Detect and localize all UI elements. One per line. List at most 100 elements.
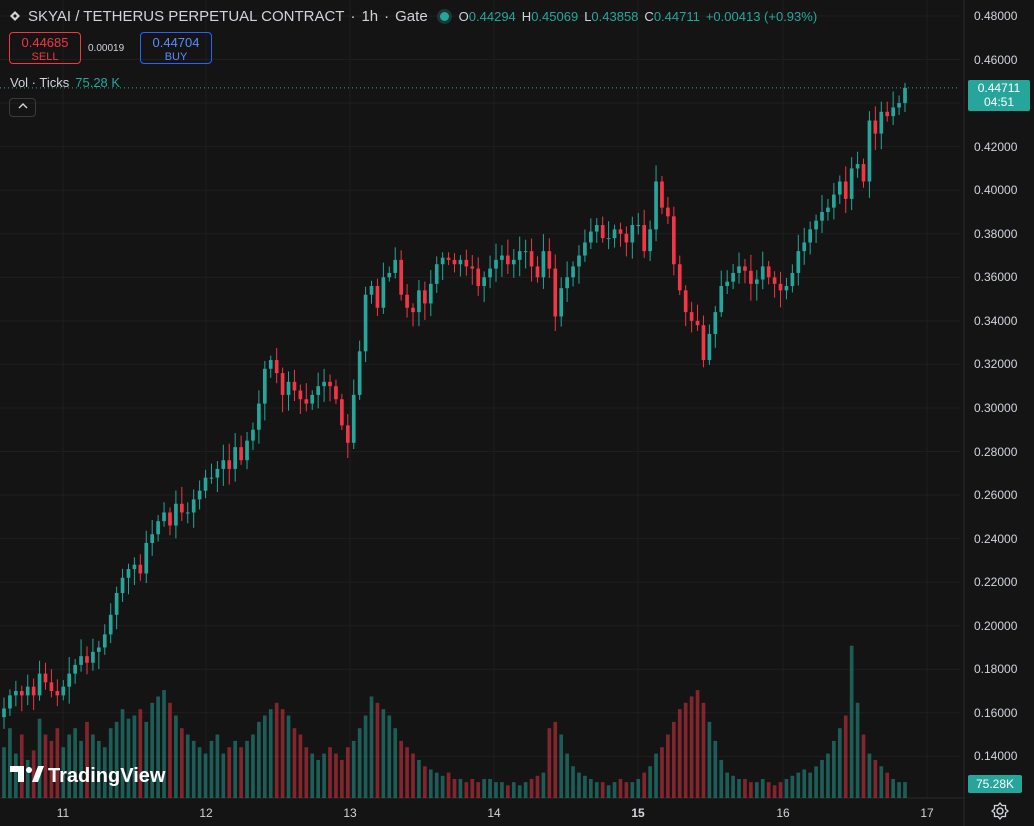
volume-bar [268,709,273,798]
volume-bar [227,747,232,798]
volume-bar [428,769,433,798]
buy-button[interactable]: 0.44704 BUY [140,32,212,64]
volume-bar [67,734,72,798]
settings-gear-icon[interactable] [990,801,1010,821]
volume-bar [393,728,398,798]
volume-bar [251,734,255,798]
volume-bar [654,753,658,798]
candle-body [162,512,166,522]
candle-body [820,211,824,221]
volume-bar [97,740,101,798]
price-tick-label: 0.46000 [974,52,1018,67]
high-key: H [521,8,532,24]
candle-body [387,272,392,278]
candle-body [2,708,6,718]
candle-body [262,368,267,404]
volume-bar [102,747,107,798]
candle-body [245,440,249,461]
volume-bar [91,734,95,798]
candle-body [861,164,866,182]
candle-body [482,277,486,287]
candle-body [517,251,522,260]
volume-legend[interactable]: Vol · Ticks 75.28 K [10,75,120,90]
chevron-up-icon [18,102,28,113]
volume-bar [541,772,546,798]
volume-bar [114,721,119,798]
candle-body [891,107,895,117]
volume-bar [387,715,392,798]
volume-bar [826,753,830,798]
candle-body [31,686,36,696]
volume-bar [766,782,771,798]
volume-bar [879,766,884,798]
candle-body [826,207,830,212]
candle-body [553,268,558,317]
candle-body [452,259,457,265]
volume-bar [2,747,6,798]
candle-body [470,266,475,269]
volume-bar [743,778,747,798]
candle-body [476,268,481,287]
candle-body [689,312,694,321]
sell-button[interactable]: 0.44685 SELL [9,32,81,64]
volume-bar [55,728,60,798]
volume-bar [120,709,125,798]
volume-bar [612,782,617,798]
volume-bar [286,715,291,798]
candle-body [357,351,362,395]
volume-bar [14,753,18,798]
interval-label[interactable]: 1h [361,7,379,25]
candle-body [381,277,386,308]
symbol-title[interactable]: SKYAI / TETHERUS PERPETUAL CONTRACT [28,7,345,25]
volume-bar [636,778,641,798]
volume-bar [25,759,30,798]
volume-bar [185,734,190,798]
tradingview-logo[interactable]: TradingView [10,765,165,788]
low-value: 0.43858 [591,8,639,24]
volume-bar [506,785,510,798]
volume-bar [559,734,564,798]
volume-bar [772,785,777,798]
close-key: C [644,8,654,24]
volume-bar [476,782,481,798]
ohlc-values: O0.44294 H0.45069 L0.43858 C0.44711 +0.0… [459,9,817,24]
candle-body [423,290,427,304]
candle-body [547,251,552,269]
candle-body [174,503,178,526]
sell-price: 0.44685 [21,35,69,50]
candle-body [660,181,664,208]
candle-body [873,120,878,134]
candle-body [630,225,635,243]
collapse-legend-button[interactable] [9,98,36,117]
candle-body [411,307,415,313]
volume-bar [784,778,789,798]
volume-bar [85,721,89,798]
title-separator: · [384,7,390,25]
candle-body [233,447,238,469]
volume-bar [855,702,860,798]
candle-body [209,477,214,479]
volume-bar [547,728,552,798]
volume-bar [328,747,332,798]
candle-body [523,251,528,253]
candle-body [25,686,30,696]
candle-body [677,264,682,291]
candle-body [671,216,676,265]
volume-bar [737,778,741,798]
volume-bar [837,728,842,798]
candle-body [14,691,18,696]
volume-label: Vol · Ticks [10,75,70,90]
volume-bar [31,750,36,798]
candle-body [268,360,273,369]
volume-bar [577,772,581,798]
volume-bar [233,740,238,798]
time-tick-label: 14 [487,806,501,820]
candle-body [749,270,753,284]
price-tick-label: 0.26000 [974,488,1018,503]
candle-body [648,229,652,252]
candle-body [541,251,546,278]
volume-bar [351,740,356,798]
volume-bar [405,747,409,798]
candle-body [867,120,872,182]
